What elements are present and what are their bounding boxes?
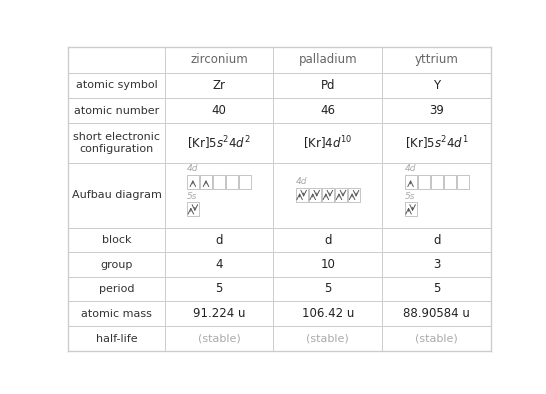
Bar [296, 188, 307, 202]
Text: 39: 39 [429, 104, 444, 117]
Text: atomic number: atomic number [74, 106, 159, 116]
Text: [Kr]4$d^{10}$: [Kr]4$d^{10}$ [303, 134, 353, 152]
Text: period: period [99, 284, 134, 294]
Bar [309, 188, 321, 202]
Text: 88.90584 u: 88.90584 u [403, 307, 470, 320]
Text: 40: 40 [212, 104, 227, 117]
Bar [405, 175, 417, 189]
Text: 4d: 4d [296, 177, 307, 186]
Bar [444, 175, 456, 189]
Text: 46: 46 [321, 104, 335, 117]
Bar [187, 175, 199, 189]
Text: 4d: 4d [187, 164, 198, 173]
Bar [405, 203, 417, 216]
Text: (stable): (stable) [416, 333, 458, 344]
Text: (stable): (stable) [198, 333, 240, 344]
Text: 4: 4 [215, 258, 223, 271]
Text: Y: Y [434, 79, 441, 92]
Text: 5: 5 [433, 282, 441, 296]
Text: half-life: half-life [96, 333, 137, 344]
Text: d: d [324, 234, 331, 247]
Text: 5s: 5s [405, 192, 415, 201]
Bar [226, 175, 238, 189]
Text: d: d [433, 234, 441, 247]
Text: Aufbau diagram: Aufbau diagram [72, 190, 162, 201]
Text: zirconium: zirconium [190, 54, 248, 67]
Bar [213, 175, 225, 189]
Text: block: block [102, 235, 131, 245]
Bar [431, 175, 443, 189]
Text: Zr: Zr [212, 79, 225, 92]
Text: 5: 5 [216, 282, 223, 296]
Bar [418, 175, 430, 189]
Text: d: d [215, 234, 223, 247]
Text: palladium: palladium [299, 54, 357, 67]
Text: atomic mass: atomic mass [81, 309, 152, 319]
Text: 5: 5 [324, 282, 331, 296]
Text: Pd: Pd [321, 79, 335, 92]
Text: 91.224 u: 91.224 u [193, 307, 245, 320]
Bar [187, 203, 199, 216]
Bar [239, 175, 251, 189]
Text: group: group [100, 260, 133, 269]
Text: 3: 3 [433, 258, 441, 271]
Text: short electronic
configuration: short electronic configuration [73, 132, 160, 154]
Text: atomic symbol: atomic symbol [75, 80, 157, 90]
Text: yttrium: yttrium [415, 54, 459, 67]
Text: 10: 10 [321, 258, 335, 271]
Bar [322, 188, 334, 202]
Bar [457, 175, 469, 189]
Text: [Kr]5$s^2$4$d^1$: [Kr]5$s^2$4$d^1$ [405, 134, 469, 152]
Bar [335, 188, 347, 202]
Text: 4d: 4d [405, 164, 416, 173]
Bar [348, 188, 360, 202]
Bar [200, 175, 212, 189]
Text: (stable): (stable) [306, 333, 349, 344]
Text: [Kr]5$s^2$4$d^2$: [Kr]5$s^2$4$d^2$ [187, 134, 251, 152]
Text: 106.42 u: 106.42 u [302, 307, 354, 320]
Text: 5s: 5s [187, 192, 198, 201]
